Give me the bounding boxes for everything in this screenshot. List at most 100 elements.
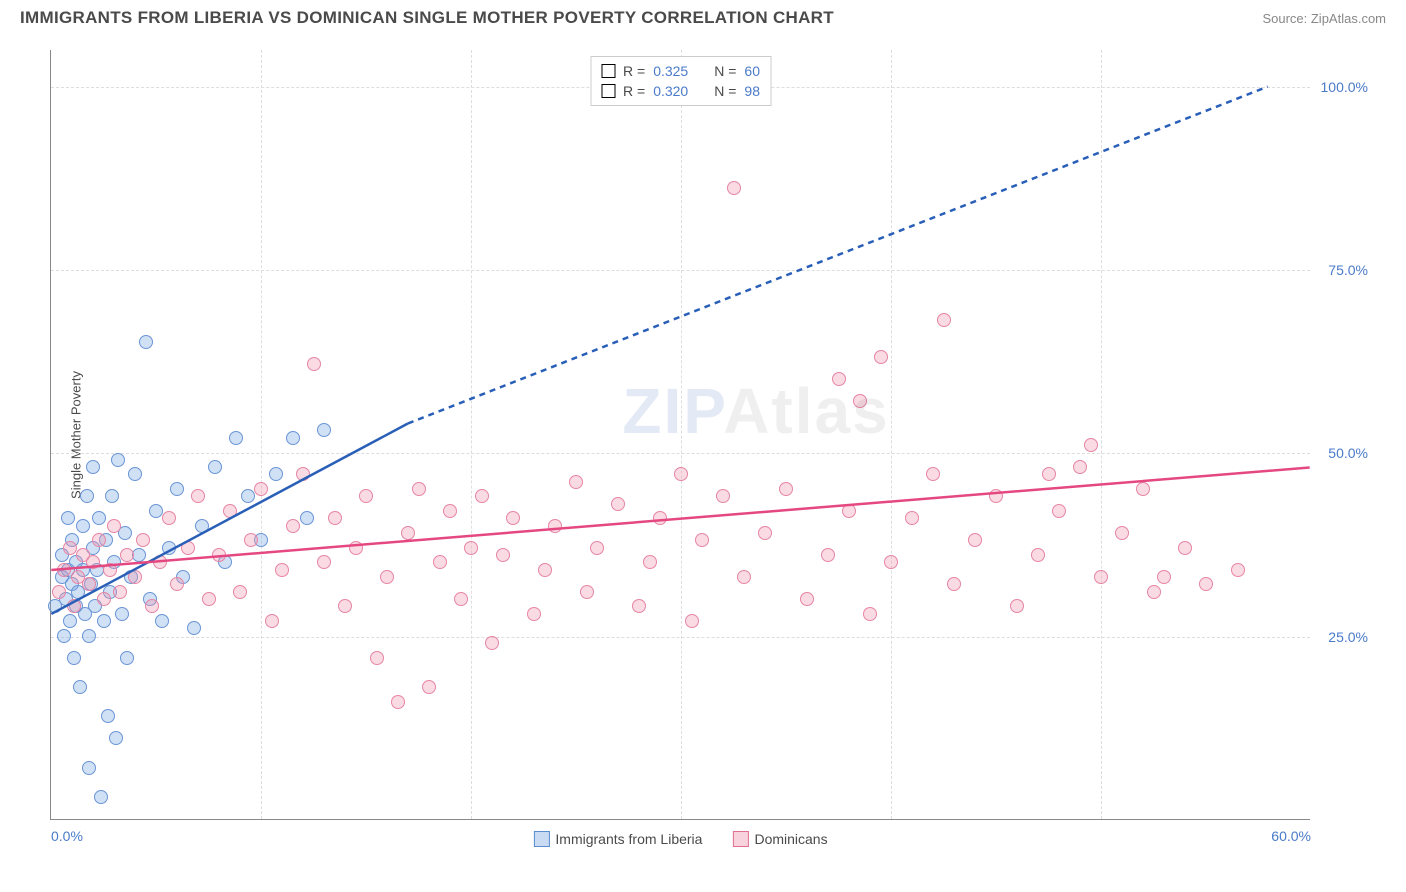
watermark: ZIPAtlas (622, 374, 889, 448)
data-point (105, 489, 119, 503)
data-point (73, 680, 87, 694)
x-tick-label: 60.0% (1271, 828, 1311, 844)
data-point (1157, 570, 1171, 584)
data-point (370, 651, 384, 665)
data-point (454, 592, 468, 606)
data-point (737, 570, 751, 584)
data-point (653, 511, 667, 525)
stats-row-dominicans: R = 0.320 N = 98 (601, 81, 760, 101)
data-point (52, 585, 66, 599)
data-point (1010, 599, 1024, 613)
data-point (191, 489, 205, 503)
data-point (1231, 563, 1245, 577)
data-point (1084, 438, 1098, 452)
data-point (107, 519, 121, 533)
data-point (229, 431, 243, 445)
data-point (97, 614, 111, 628)
data-point (1178, 541, 1192, 555)
data-point (643, 555, 657, 569)
data-point (286, 431, 300, 445)
data-point (695, 533, 709, 547)
data-point (1031, 548, 1045, 562)
data-point (716, 489, 730, 503)
data-point (195, 519, 209, 533)
data-point (527, 607, 541, 621)
chart-header: IMMIGRANTS FROM LIBERIA VS DOMINICAN SIN… (0, 0, 1406, 32)
data-point (580, 585, 594, 599)
stats-row-liberia: R = 0.325 N = 60 (601, 61, 760, 81)
data-point (359, 489, 373, 503)
data-point (162, 511, 176, 525)
data-point (223, 504, 237, 518)
data-point (86, 555, 100, 569)
data-point (884, 555, 898, 569)
data-point (779, 482, 793, 496)
data-point (401, 526, 415, 540)
data-point (208, 460, 222, 474)
data-point (92, 511, 106, 525)
legend-item-dominicans: Dominicans (732, 831, 827, 847)
data-point (63, 614, 77, 628)
data-point (338, 599, 352, 613)
gridline (1101, 50, 1102, 819)
legend-item-liberia: Immigrants from Liberia (533, 831, 702, 847)
x-tick-label: 0.0% (51, 828, 83, 844)
data-point (181, 541, 195, 555)
data-point (275, 563, 289, 577)
data-point (1052, 504, 1066, 518)
data-point (1115, 526, 1129, 540)
y-tick-label: 75.0% (1328, 262, 1368, 278)
data-point (92, 533, 106, 547)
data-point (422, 680, 436, 694)
data-point (153, 555, 167, 569)
data-point (170, 577, 184, 591)
y-tick-label: 25.0% (1328, 629, 1368, 645)
data-point (57, 563, 71, 577)
data-point (115, 607, 129, 621)
data-point (685, 614, 699, 628)
swatch-dominicans-icon (601, 84, 615, 98)
data-point (937, 313, 951, 327)
data-point (57, 629, 71, 643)
data-point (265, 614, 279, 628)
data-point (286, 519, 300, 533)
chart-title: IMMIGRANTS FROM LIBERIA VS DOMINICAN SIN… (20, 8, 834, 28)
data-point (842, 504, 856, 518)
data-point (632, 599, 646, 613)
data-point (254, 482, 268, 496)
data-point (202, 592, 216, 606)
data-point (212, 548, 226, 562)
data-point (1042, 467, 1056, 481)
data-point (464, 541, 478, 555)
data-point (317, 555, 331, 569)
gridline (681, 50, 682, 819)
data-point (101, 709, 115, 723)
data-point (674, 467, 688, 481)
data-point (120, 548, 134, 562)
data-point (61, 511, 75, 525)
data-point (968, 533, 982, 547)
data-point (162, 541, 176, 555)
data-point (548, 519, 562, 533)
data-point (111, 453, 125, 467)
series-legend: Immigrants from Liberia Dominicans (533, 831, 827, 847)
data-point (1073, 460, 1087, 474)
legend-swatch-liberia-icon (533, 831, 549, 847)
plot-area: ZIPAtlas R = 0.325 N = 60 R = 0.320 N = … (50, 50, 1310, 820)
swatch-liberia-icon (601, 64, 615, 78)
data-point (80, 489, 94, 503)
data-point (155, 614, 169, 628)
data-point (485, 636, 499, 650)
data-point (128, 570, 142, 584)
data-point (300, 511, 314, 525)
data-point (1094, 570, 1108, 584)
data-point (611, 497, 625, 511)
data-point (109, 731, 123, 745)
data-point (132, 548, 146, 562)
data-point (926, 467, 940, 481)
data-point (496, 548, 510, 562)
data-point (989, 489, 1003, 503)
data-point (128, 467, 142, 481)
data-point (475, 489, 489, 503)
data-point (727, 181, 741, 195)
